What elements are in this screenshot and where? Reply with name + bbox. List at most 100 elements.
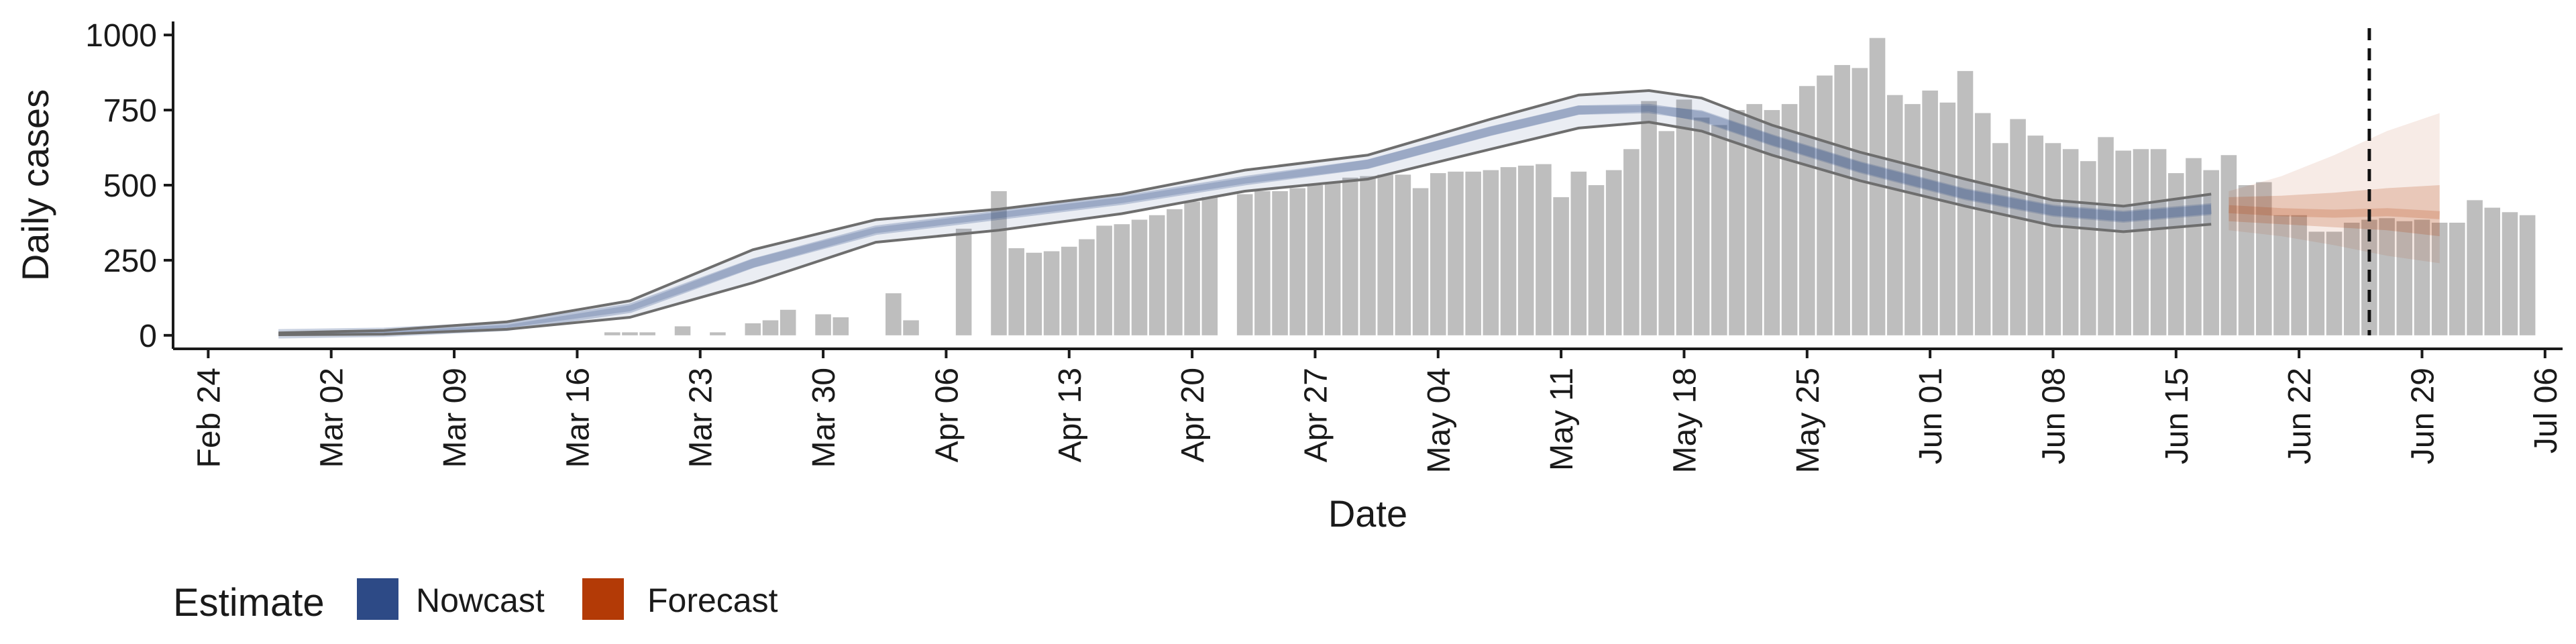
daily-case-bar bbox=[1079, 239, 1095, 335]
nowcast-band bbox=[278, 89, 2212, 339]
x-tick-label: Jun 01 bbox=[1913, 368, 1949, 464]
x-tick-label: May 04 bbox=[1421, 368, 1457, 473]
x-tick-label: Jun 29 bbox=[2405, 368, 2440, 464]
x-tick-label: Apr 13 bbox=[1053, 368, 1088, 462]
daily-case-bar bbox=[1922, 90, 1938, 335]
daily-case-bar bbox=[1026, 252, 1042, 335]
x-tick-label: May 11 bbox=[1544, 368, 1580, 471]
daily-case-bar bbox=[991, 191, 1007, 335]
daily-case-bar bbox=[1167, 209, 1183, 335]
x-axis: Feb 24 Mar 02 Mar 09 Mar 16 Mar 23 Mar 30 Apr … bbox=[173, 347, 2564, 473]
daily-case-bar bbox=[1939, 102, 1956, 335]
daily-case-bar bbox=[1957, 70, 1974, 335]
daily-case-bar bbox=[2379, 218, 2395, 335]
daily-case-bar bbox=[604, 332, 621, 335]
daily-case-bar bbox=[1377, 174, 1393, 335]
daily-case-bar bbox=[2326, 231, 2343, 335]
daily-cases-bars bbox=[604, 38, 2536, 335]
daily-case-bar bbox=[1693, 117, 1710, 335]
y-tick-label: 250 bbox=[103, 244, 157, 279]
daily-case-bar bbox=[674, 326, 691, 335]
daily-case-bar bbox=[745, 323, 761, 335]
daily-case-bar bbox=[1043, 251, 1060, 335]
daily-case-bar bbox=[1553, 197, 1569, 335]
y-axis: 0 250 500 750 1000 bbox=[85, 18, 174, 354]
daily-case-bar bbox=[1500, 167, 1517, 335]
x-tick-label: May 18 bbox=[1667, 368, 1703, 473]
daily-case-bar bbox=[2431, 222, 2448, 335]
x-tick-label: Apr 20 bbox=[1175, 368, 1211, 462]
daily-case-bar bbox=[2133, 149, 2149, 335]
x-axis-title: Date bbox=[1328, 492, 1407, 535]
y-tick-label: 0 bbox=[139, 319, 157, 354]
y-tick-label: 750 bbox=[103, 93, 157, 129]
daily-case-bar bbox=[1448, 171, 1464, 335]
daily-case-bar bbox=[2027, 136, 2044, 335]
forecast-band bbox=[2229, 113, 2440, 264]
daily-case-bar bbox=[1641, 101, 1657, 335]
daily-case-bar bbox=[2220, 155, 2237, 335]
daily-case-bar bbox=[2010, 119, 2026, 335]
daily-case-bar bbox=[1114, 224, 1130, 335]
y-tick-label: 1000 bbox=[85, 18, 157, 54]
legend-label-nowcast: Nowcast bbox=[416, 582, 545, 619]
x-tick-label: Mar 23 bbox=[684, 368, 719, 468]
nowcast-lower-outline bbox=[278, 120, 2212, 336]
x-tick-label: Jul 06 bbox=[2528, 368, 2564, 453]
daily-case-bar bbox=[2484, 207, 2501, 335]
daily-case-bar bbox=[2238, 185, 2255, 335]
x-tick-label: Mar 30 bbox=[806, 368, 842, 468]
x-tick-label: Jun 15 bbox=[2159, 368, 2195, 464]
daily-case-bar bbox=[1324, 182, 1341, 335]
daily-case-bar bbox=[1974, 113, 1991, 335]
daily-case-bar bbox=[1869, 38, 1886, 335]
daily-case-bar bbox=[1483, 170, 1499, 335]
forecast-outer-band bbox=[2229, 113, 2440, 264]
daily-case-bar bbox=[1817, 75, 1833, 335]
daily-case-bar bbox=[1307, 185, 1324, 335]
x-tick-label: Feb 24 bbox=[191, 368, 227, 468]
daily-case-bar bbox=[1886, 95, 1903, 335]
x-tick-label: Mar 09 bbox=[437, 368, 473, 468]
x-tick-label: May 25 bbox=[1790, 368, 1826, 473]
daily-case-bar bbox=[1412, 188, 1429, 335]
daily-case-bar bbox=[1904, 104, 1921, 335]
legend-key-nowcast bbox=[357, 578, 398, 620]
daily-case-bar bbox=[1395, 174, 1411, 335]
daily-case-bar bbox=[710, 332, 726, 335]
legend-key-forecast bbox=[582, 578, 624, 620]
daily-case-bar bbox=[1430, 173, 1446, 335]
daily-case-bar bbox=[903, 320, 919, 335]
daily-case-bar bbox=[1536, 164, 1552, 335]
x-tick-label: Apr 06 bbox=[929, 368, 965, 462]
daily-case-bar bbox=[2449, 222, 2465, 335]
x-tick-label: Jun 22 bbox=[2282, 368, 2318, 464]
daily-case-bar bbox=[1764, 110, 1780, 335]
legend-label-forecast: Forecast bbox=[647, 582, 778, 619]
daily-case-bar bbox=[1201, 197, 1218, 335]
daily-case-bar bbox=[2273, 215, 2290, 335]
daily-case-bar bbox=[1588, 185, 1605, 335]
x-tick-label: Jun 08 bbox=[2036, 368, 2072, 464]
daily-case-bar bbox=[1729, 110, 1745, 335]
legend-title: Estimate bbox=[173, 581, 325, 625]
daily-case-bar bbox=[762, 320, 779, 335]
daily-case-bar bbox=[2255, 182, 2272, 335]
daily-case-bar bbox=[1711, 125, 1727, 335]
daily-case-bar bbox=[2098, 137, 2114, 335]
daily-case-bar bbox=[1148, 215, 1165, 335]
daily-case-bar bbox=[1465, 171, 1481, 335]
daily-case-bar bbox=[1992, 143, 2008, 335]
daily-case-bar bbox=[2150, 149, 2167, 335]
daily-case-bar bbox=[955, 228, 972, 335]
daily-case-bar bbox=[1272, 191, 1288, 335]
daily-case-bar bbox=[2519, 215, 2536, 335]
nowcast-upper-outline bbox=[278, 89, 2212, 335]
daily-case-bar bbox=[1623, 149, 1640, 335]
daily-case-bar bbox=[2414, 219, 2430, 335]
daily-case-bar bbox=[1289, 188, 1306, 335]
y-tick-label: 500 bbox=[103, 168, 157, 204]
y-axis-title: Daily cases bbox=[14, 89, 56, 281]
daily-case-bar bbox=[1254, 191, 1271, 335]
